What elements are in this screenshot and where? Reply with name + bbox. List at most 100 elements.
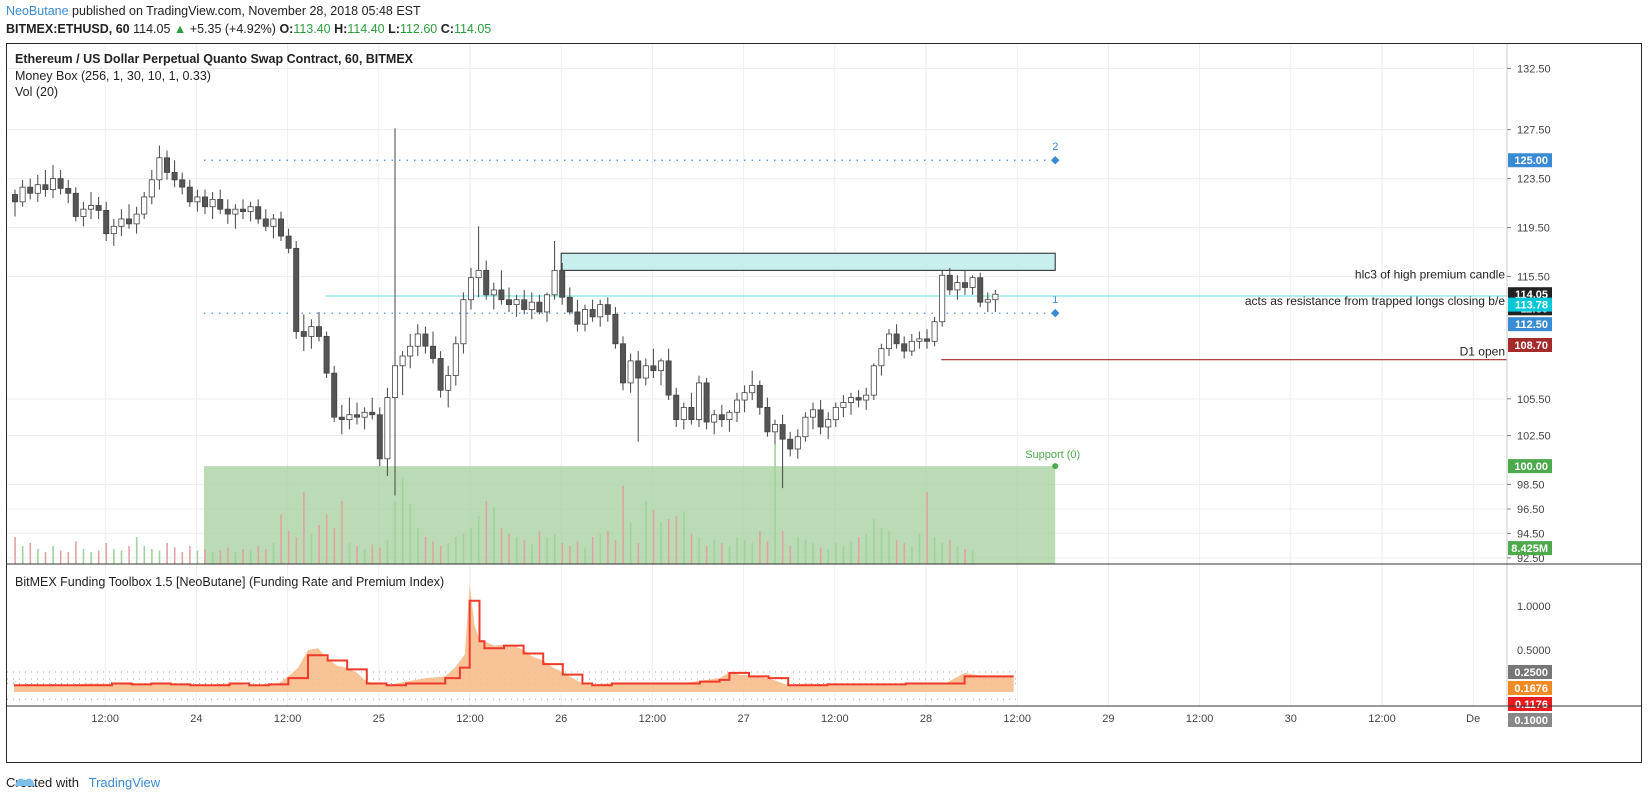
candle-bull <box>19 186 26 203</box>
volume-bar <box>242 549 244 564</box>
change: +5.35 (+4.92%) <box>189 22 276 36</box>
candle-bull <box>840 402 847 408</box>
volume-bar <box>941 543 944 564</box>
volume-bar <box>113 549 115 564</box>
candle-bear <box>604 304 611 315</box>
volume-bar <box>447 543 450 564</box>
volume-bar <box>531 544 533 564</box>
volume-bar <box>903 543 906 564</box>
volume-bar <box>690 534 693 564</box>
level-handle-target-1[interactable] <box>1050 308 1060 318</box>
close-value: 114.05 <box>453 22 492 36</box>
price-badge-label: 113.78 <box>1515 300 1548 312</box>
volume-bar <box>789 546 792 564</box>
volume-bar <box>196 550 199 564</box>
candle-bull <box>467 277 474 301</box>
annotation-hlc3: hlc3 of high premium candle <box>1355 268 1505 282</box>
candle-bear <box>277 218 284 237</box>
volume-bar <box>888 531 890 564</box>
candle-bull <box>878 348 885 367</box>
candle-bear <box>186 186 193 203</box>
candle-bear <box>521 299 528 310</box>
volume-bar <box>827 549 830 564</box>
subchart-badge-label: 0.2500 <box>1514 667 1548 679</box>
candle-bull <box>384 397 391 460</box>
volume-bar <box>561 543 564 564</box>
volume-bar <box>500 528 503 564</box>
subchart-badge-label: 0.1676 <box>1514 683 1548 695</box>
volume-bar <box>835 543 837 564</box>
volume-bar <box>918 534 921 564</box>
high-label: H: <box>334 22 348 36</box>
volume-bar <box>470 528 472 564</box>
volume-bar <box>842 546 845 564</box>
candle-bear <box>42 184 49 191</box>
chart-svg[interactable]: Support (0) 2 1 hlc3 of high premium candle… <box>7 44 1641 762</box>
volume-bar <box>751 543 754 564</box>
candle-bull <box>513 299 520 306</box>
candle-bull <box>711 414 718 423</box>
volume-bar <box>219 550 222 564</box>
volume-bar <box>303 492 305 564</box>
subchart-title: BitMEX Funding Toolbox 1.5 [NeoButane] (… <box>15 575 445 589</box>
volume-bar <box>523 540 526 564</box>
candle-bull <box>490 289 497 296</box>
volume-bar <box>660 522 662 564</box>
candle-bear <box>635 360 642 379</box>
published-text: published on TradingView.com, November 2… <box>72 4 421 18</box>
candle-bull <box>802 416 809 438</box>
candle-bear <box>27 186 34 194</box>
price-tick-label: 98.50 <box>1517 479 1545 491</box>
volume-bar <box>280 514 282 564</box>
time-tick-label: 12:00 <box>1186 713 1214 725</box>
candle-bull <box>34 184 41 194</box>
volume-bar <box>683 511 685 564</box>
time-tick-label: 27 <box>737 713 749 725</box>
candle-bull <box>886 333 893 350</box>
candle-bear <box>977 277 984 303</box>
candle-bull <box>908 340 915 352</box>
candle-bull <box>825 419 832 428</box>
candle-bear <box>338 416 345 421</box>
price-badge <box>1508 459 1552 474</box>
volume-bar <box>333 528 336 564</box>
price-badge-label: 8.425M <box>1511 543 1548 555</box>
candle-bull <box>270 218 277 227</box>
candle-bear <box>574 311 581 325</box>
time-tick-label: 28 <box>920 713 932 725</box>
chart-frame[interactable]: Support (0) 2 1 hlc3 of high premium candle… <box>6 43 1642 763</box>
volume-bar <box>29 543 32 564</box>
created-with-text: Created with <box>6 775 79 790</box>
volume-bar <box>629 522 632 564</box>
volume-bar <box>462 534 465 564</box>
volume-bar <box>569 546 571 564</box>
volume-bar <box>211 552 214 564</box>
candle-bear <box>331 372 338 418</box>
high-value: 114.40 <box>347 22 385 36</box>
candle-bear <box>665 360 672 396</box>
author-link[interactable]: NeoButane <box>6 4 69 18</box>
chart-legend: Ethereum / US Dollar Perpetual Quanto Sw… <box>15 51 413 101</box>
candle-bear <box>901 343 908 352</box>
volume-bar <box>295 537 298 564</box>
candle-bear <box>764 406 771 433</box>
candle-bear <box>620 343 627 384</box>
volume-bar <box>97 550 100 564</box>
volume-bar <box>325 514 328 564</box>
support-zone-handle[interactable] <box>1052 463 1059 470</box>
volume-bar <box>386 540 389 564</box>
volume-bar <box>356 546 358 564</box>
candle-bull <box>88 205 95 210</box>
volume-bar <box>546 537 548 564</box>
candle-bear <box>779 424 786 440</box>
candle-bull <box>148 179 155 198</box>
resistance-zone[interactable] <box>560 252 1056 271</box>
volume-bar <box>151 549 153 564</box>
tradingview-link[interactable]: TradingView <box>88 775 161 790</box>
volume-bar <box>804 540 807 564</box>
publish-info: NeoButane published on TradingView.com, … <box>6 4 421 18</box>
candle-bear <box>323 336 330 374</box>
candle-bull <box>118 218 125 227</box>
candle-bull <box>361 411 368 418</box>
candle-bear <box>95 205 102 211</box>
